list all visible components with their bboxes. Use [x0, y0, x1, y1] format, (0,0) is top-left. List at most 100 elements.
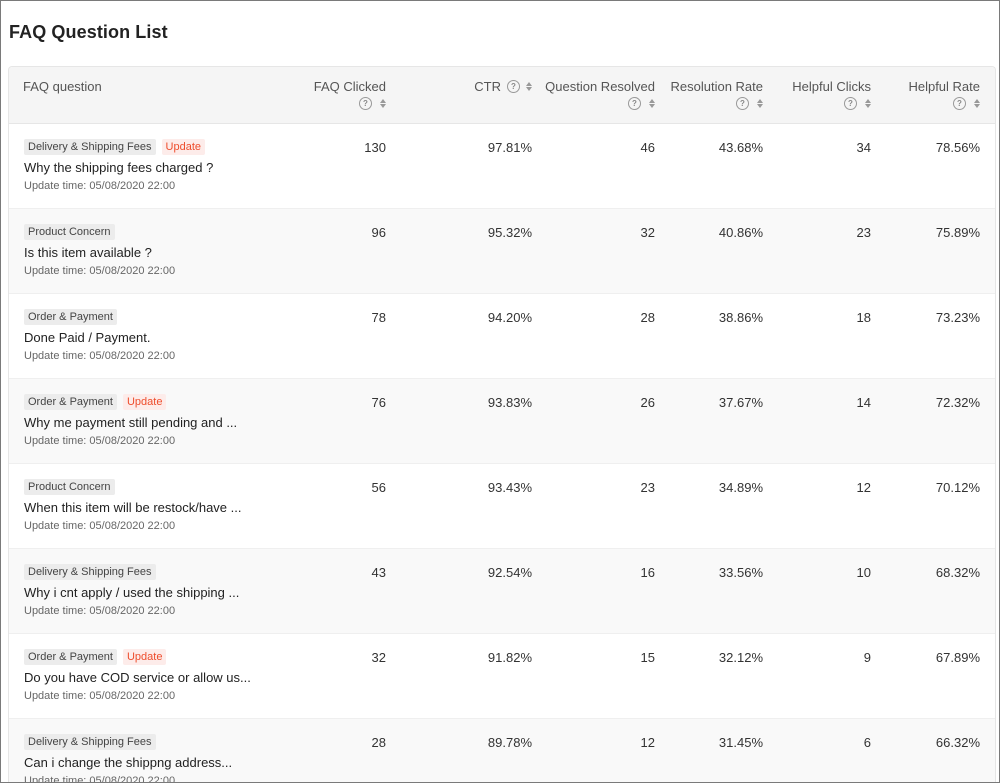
- resolution-rate-value: 43.68%: [718, 140, 763, 155]
- update-time: Update time: 05/08/2020 22:00: [24, 180, 176, 192]
- sort-icon[interactable]: [526, 82, 532, 91]
- ctr-value: 92.54%: [487, 565, 532, 580]
- question-cell: Delivery & Shipping Fees Can i change th…: [24, 734, 233, 782]
- sort-icon[interactable]: [974, 99, 980, 108]
- table-body: Delivery & Shipping Fees Update Why the …: [9, 124, 995, 782]
- help-icon[interactable]: ?: [359, 97, 372, 110]
- ctr-value: 95.32%: [487, 225, 532, 240]
- table-row[interactable]: Delivery & Shipping Fees Why i cnt apply…: [9, 549, 995, 634]
- faq-table: FAQ question FAQ Clicked ? CTR ? Questio…: [8, 66, 996, 782]
- question-text[interactable]: When this item will be restock/have ...: [24, 500, 242, 515]
- category-tag: Order & Payment: [24, 649, 117, 665]
- col-helpful-clicks-label: Helpful Clicks: [792, 79, 871, 94]
- helpful-clicks-value: 9: [863, 650, 871, 665]
- sort-icon[interactable]: [757, 99, 763, 108]
- table-row[interactable]: Order & Payment Update Why me payment st…: [9, 379, 995, 464]
- helpful-rate-value: 75.89%: [935, 225, 980, 240]
- update-badge: Update: [161, 139, 205, 155]
- helpful-rate-value: 67.89%: [935, 650, 980, 665]
- page-title: FAQ Question List: [9, 22, 168, 42]
- table-row[interactable]: Order & Payment Update Do you have COD s…: [9, 634, 995, 719]
- question-cell: Order & Payment Done Paid / Payment. Upd…: [24, 309, 175, 362]
- help-icon[interactable]: ?: [507, 80, 520, 93]
- question-resolved-value: 15: [640, 650, 655, 665]
- col-resolution-rate[interactable]: Resolution Rate ?: [671, 79, 763, 110]
- sort-icon[interactable]: [380, 99, 386, 108]
- question-text[interactable]: Why me payment still pending and ...: [24, 415, 238, 430]
- question-text[interactable]: Why i cnt apply / used the shipping ...: [24, 585, 240, 600]
- helpful-clicks-value: 10: [856, 565, 871, 580]
- table-row[interactable]: Delivery & Shipping Fees Can i change th…: [9, 719, 995, 782]
- category-tag: Order & Payment: [24, 394, 117, 410]
- col-faq-clicked[interactable]: FAQ Clicked ?: [314, 79, 386, 110]
- question-cell: Product Concern Is this item available ?…: [24, 224, 175, 277]
- question-text[interactable]: Is this item available ?: [24, 245, 152, 260]
- category-tag: Product Concern: [24, 479, 115, 495]
- question-text[interactable]: Do you have COD service or allow us...: [24, 670, 251, 685]
- help-icon[interactable]: ?: [844, 97, 857, 110]
- helpful-clicks-value: 12: [856, 480, 871, 495]
- col-ctr[interactable]: CTR ?: [474, 79, 532, 94]
- question-cell: Delivery & Shipping Fees Update Why the …: [24, 139, 213, 192]
- sort-icon[interactable]: [649, 99, 655, 108]
- table-row[interactable]: Delivery & Shipping Fees Update Why the …: [9, 124, 995, 209]
- resolution-rate-value: 34.89%: [718, 480, 763, 495]
- col-helpful-rate-label: Helpful Rate: [908, 79, 980, 94]
- faq-clicked-value: 56: [371, 480, 386, 495]
- table-row[interactable]: Product Concern When this item will be r…: [9, 464, 995, 549]
- col-helpful-clicks[interactable]: Helpful Clicks ?: [792, 79, 871, 110]
- col-question: FAQ question: [23, 79, 102, 94]
- question-resolved-value: 16: [640, 565, 655, 580]
- update-time: Update time: 05/08/2020 22:00: [24, 350, 176, 362]
- category-tag: Delivery & Shipping Fees: [24, 139, 156, 155]
- table-header: FAQ question FAQ Clicked ? CTR ? Questio…: [9, 67, 995, 124]
- faq-clicked-value: 130: [364, 140, 386, 155]
- faq-clicked-value: 78: [371, 310, 386, 325]
- resolution-rate-value: 31.45%: [718, 735, 763, 750]
- question-text[interactable]: Why the shipping fees charged ?: [24, 160, 214, 175]
- col-helpful-rate[interactable]: Helpful Rate ?: [908, 79, 980, 110]
- faq-clicked-value: 76: [371, 395, 386, 410]
- question-text[interactable]: Done Paid / Payment.: [24, 330, 151, 345]
- resolution-rate-value: 40.86%: [718, 225, 763, 240]
- helpful-rate-value: 78.56%: [935, 140, 980, 155]
- ctr-value: 91.82%: [487, 650, 532, 665]
- ctr-value: 93.43%: [487, 480, 532, 495]
- question-resolved-value: 32: [640, 225, 655, 240]
- helpful-clicks-value: 23: [856, 225, 871, 240]
- category-tag: Delivery & Shipping Fees: [24, 734, 156, 750]
- help-icon[interactable]: ?: [736, 97, 749, 110]
- ctr-value: 89.78%: [487, 735, 532, 750]
- help-icon[interactable]: ?: [628, 97, 641, 110]
- help-icon[interactable]: ?: [953, 97, 966, 110]
- faq-clicked-value: 28: [371, 735, 386, 750]
- helpful-rate-value: 66.32%: [935, 735, 980, 750]
- question-cell: Product Concern When this item will be r…: [24, 479, 241, 532]
- ctr-value: 93.83%: [487, 395, 532, 410]
- table-row[interactable]: Product Concern Is this item available ?…: [9, 209, 995, 294]
- category-tag: Product Concern: [24, 224, 115, 240]
- update-badge: Update: [122, 649, 167, 665]
- helpful-rate-value: 68.32%: [935, 565, 980, 580]
- update-badge: Update: [122, 394, 167, 410]
- helpful-rate-value: 73.23%: [935, 310, 980, 325]
- category-tag: Order & Payment: [24, 309, 117, 325]
- resolution-rate-value: 38.86%: [718, 310, 763, 325]
- question-resolved-value: 46: [640, 140, 655, 155]
- question-resolved-value: 26: [640, 395, 655, 410]
- sort-icon[interactable]: [865, 99, 871, 108]
- table-row[interactable]: Order & Payment Done Paid / Payment. Upd…: [9, 294, 995, 379]
- faq-clicked-value: 96: [371, 225, 386, 240]
- question-text[interactable]: Can i change the shippng address...: [24, 755, 233, 770]
- helpful-rate-value: 72.32%: [935, 395, 980, 410]
- col-question-resolved[interactable]: Question Resolved ?: [545, 79, 655, 110]
- resolution-rate-value: 33.56%: [718, 565, 763, 580]
- resolution-rate-value: 37.67%: [718, 395, 763, 410]
- question-resolved-value: 23: [640, 480, 655, 495]
- question-cell: Delivery & Shipping Fees Why i cnt apply…: [24, 564, 239, 617]
- question-resolved-value: 28: [640, 310, 655, 325]
- question-cell: Order & Payment Update Do you have COD s…: [24, 649, 251, 702]
- resolution-rate-value: 32.12%: [718, 650, 763, 665]
- faq-clicked-value: 43: [371, 565, 386, 580]
